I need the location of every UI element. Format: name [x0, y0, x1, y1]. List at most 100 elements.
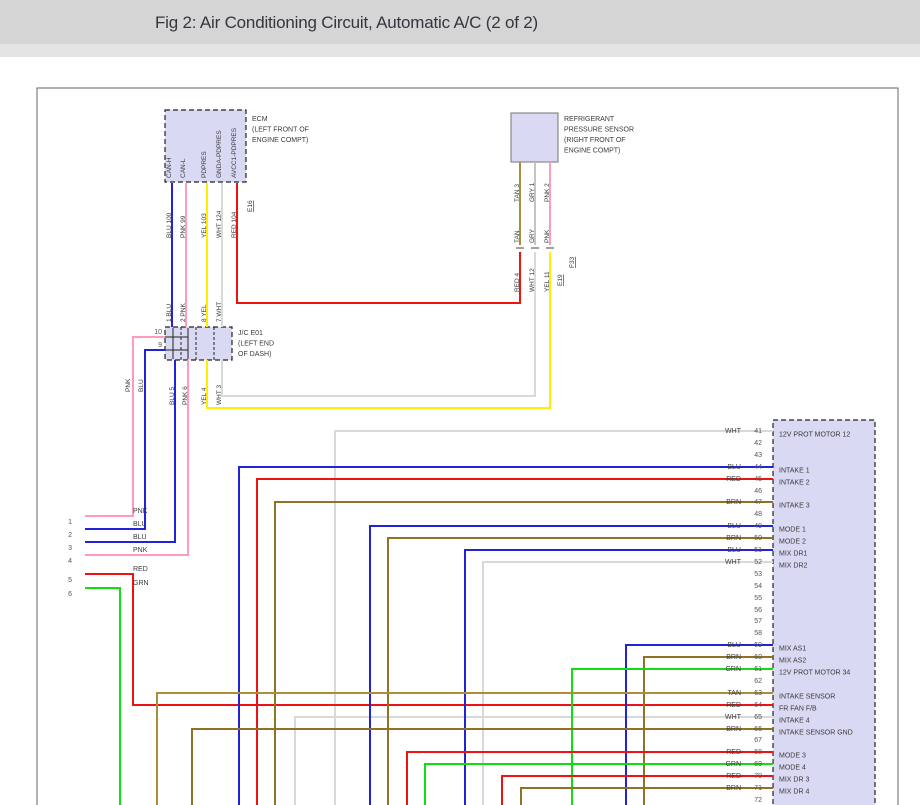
refrigerant-pressure-sensor-title: (RIGHT FRONT OF	[564, 137, 626, 144]
wire-label-vertical: GNDA-PDPRES	[216, 130, 223, 178]
wire-label-vertical: PNK 2	[544, 183, 551, 202]
wire-color-label: WHT	[725, 714, 742, 721]
pin-number: 52	[754, 559, 762, 566]
jc-e01-connector-title: J/C E01	[238, 330, 263, 337]
wire-label-vertical: YEL 11	[544, 271, 551, 292]
connector-pin-function: MODE 2	[779, 539, 806, 546]
pin-label: 3	[68, 545, 72, 552]
ecm-connector-title: ECM	[252, 116, 268, 123]
wire-label-vertical: F33	[569, 256, 576, 268]
wire-wht	[334, 430, 773, 805]
refrigerant-pressure-sensor-title: PRESSURE SENSOR	[564, 127, 634, 134]
refrigerant-pressure-sensor	[510, 112, 559, 163]
connector-pin-function: INTAKE 3	[779, 503, 810, 510]
wire-label-vertical: AVCC1-PDPRES	[231, 127, 238, 178]
wire-color-label: BRN	[726, 785, 741, 792]
refrigerant-pressure-sensor-title: REFRIGERANT	[564, 116, 615, 123]
wire-label-vertical: WHT 12	[529, 268, 536, 292]
title-bar	[0, 0, 920, 44]
connector-pin-function: MODE 1	[779, 527, 806, 534]
wire-color-label: TAN	[728, 690, 741, 697]
pin-number: 47	[754, 499, 762, 506]
jc-e01-connector-title: OF DASH)	[238, 351, 271, 358]
wire-brn	[643, 656, 773, 805]
wire-label-vertical: GRY	[529, 228, 536, 243]
wire-color-label: BRN	[726, 726, 741, 733]
connector-pin-function: MIX DR 4	[779, 789, 809, 796]
connector-pin-function: INTAKE 2	[779, 480, 810, 487]
wire-color-label: RED	[726, 702, 741, 709]
pin-number: 55	[754, 595, 762, 602]
pin-number: 67	[754, 737, 762, 744]
wire-color-label: BLU	[727, 642, 741, 649]
pin-number: 71	[754, 785, 762, 792]
wire-label-vertical: TAN 3	[514, 184, 521, 202]
wire-wht	[294, 716, 773, 805]
wire-label-vertical: YEL 103	[201, 213, 208, 238]
pin-number: 56	[754, 607, 762, 614]
wire-label-vertical: RED 104	[231, 211, 238, 238]
wire-red	[256, 478, 773, 805]
wire-label-vertical: WHT 3	[216, 385, 223, 405]
pin-number: 49	[754, 523, 762, 530]
pin-number: 66	[754, 726, 762, 733]
wire-blu	[464, 549, 773, 805]
pin-number: 61	[754, 666, 762, 673]
wire-color-label: BRN	[726, 535, 741, 542]
wire-brn	[520, 787, 773, 805]
pin-label: BLU	[133, 534, 147, 541]
wire-label-vertical: 1 BLU	[166, 304, 173, 322]
wire-yel	[206, 252, 551, 409]
wire-label-vertical: YEL 4	[201, 387, 208, 405]
pin-label: 9	[158, 342, 162, 349]
wire-grn	[571, 668, 773, 805]
pin-label: 6	[68, 591, 72, 598]
pin-number: 60	[754, 654, 762, 661]
wire-color-label: BRN	[726, 499, 741, 506]
pin-number: 58	[754, 630, 762, 637]
wire-label-vertical: PNK 99	[180, 215, 187, 238]
figure-title: Fig 2: Air Conditioning Circuit, Automat…	[155, 13, 539, 32]
wire-label-vertical: PNK	[544, 229, 551, 243]
connector-pin-function: MIX AS1	[779, 646, 806, 653]
wire-color-label: GRN	[725, 666, 741, 673]
connector-pin-function: MIX DR1	[779, 551, 808, 558]
wire-label-vertical: 2 PNK	[180, 303, 187, 322]
wire-label-vertical: E19	[557, 274, 564, 286]
pin-label: PNK	[133, 508, 148, 515]
pin-number: 64	[754, 702, 762, 709]
wire-red	[501, 775, 773, 805]
pin-number: 43	[754, 452, 762, 459]
connector-pin-function: MIX AS2	[779, 658, 806, 665]
wire-label-vertical: BLU 5	[169, 387, 176, 405]
wire-color-label: RED	[726, 476, 741, 483]
pin-number: 57	[754, 618, 762, 625]
wire-color-label: BRN	[726, 654, 741, 661]
pin-number: 44	[754, 464, 762, 471]
connector-pin-function: INTAKE SENSOR	[779, 694, 835, 701]
wire-brn	[191, 728, 773, 805]
wire-grn	[424, 763, 773, 805]
pin-number: 45	[754, 476, 762, 483]
pin-number: 59	[754, 642, 762, 649]
pin-number: 69	[754, 761, 762, 768]
wire-red	[406, 751, 773, 805]
wire-label-vertical: E16	[247, 200, 254, 212]
pin-number: 53	[754, 571, 762, 578]
connector-pin-function: MODE 4	[779, 765, 806, 772]
wire-brn	[387, 537, 773, 805]
wire-color-label: GRN	[725, 761, 741, 768]
pin-number: 72	[754, 797, 762, 804]
wire-brn	[274, 501, 773, 805]
connector-pin-function: 12V PROT MOTOR 12	[779, 432, 850, 439]
pin-label: 4	[68, 558, 72, 565]
jc-e01-connector	[164, 326, 233, 361]
pin-number: 42	[754, 440, 762, 447]
wire-label-vertical: WHT 124	[216, 210, 223, 238]
pin-label: PNK	[133, 547, 148, 554]
jc-e01-connector-title: (LEFT END	[238, 341, 274, 348]
wire-label-vertical: GRY 1	[529, 182, 536, 202]
pin-label: 1	[68, 519, 72, 526]
wire-label-vertical: 7 WHT	[216, 302, 223, 322]
pin-number: 41	[754, 428, 762, 435]
